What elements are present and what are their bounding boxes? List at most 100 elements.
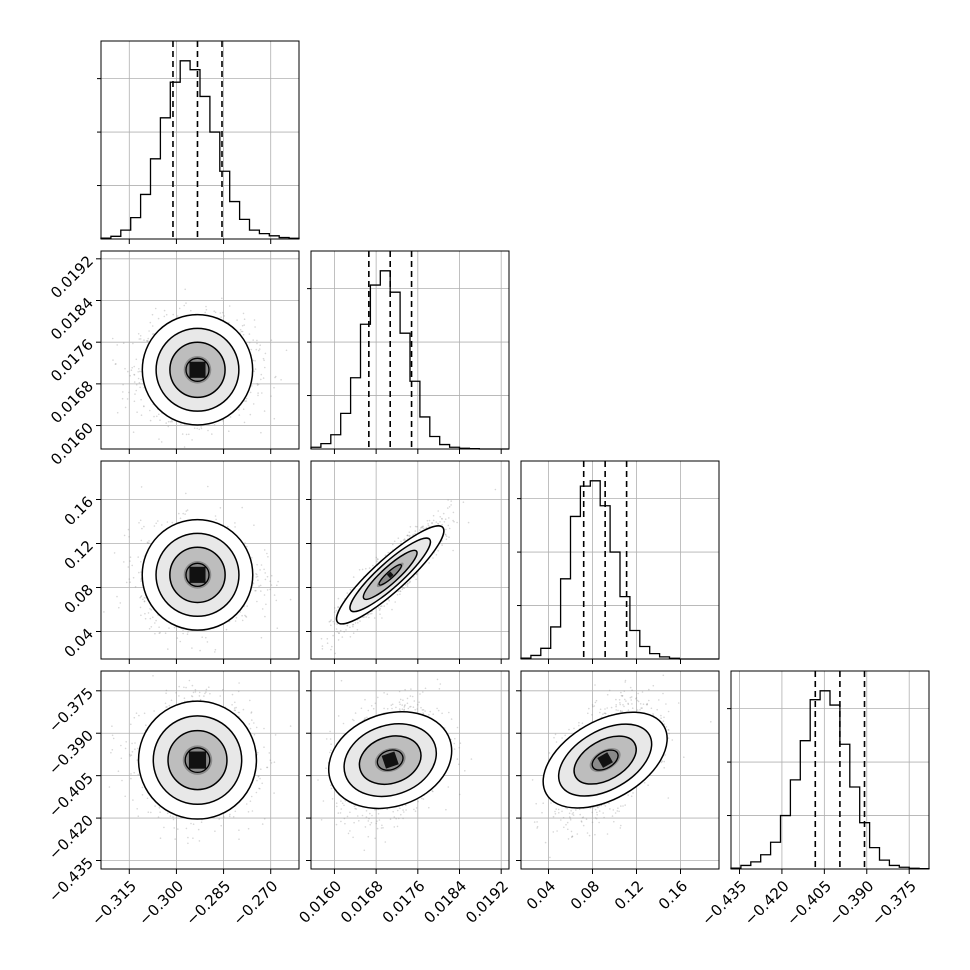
sample-point [132,576,135,579]
sample-point [450,504,452,506]
sample-point [119,602,122,604]
density-contours [141,313,254,426]
sample-point [221,297,223,300]
sample-point [167,420,170,423]
sample-point [144,617,147,620]
sample-point [140,580,142,582]
sample-point [352,625,354,628]
sample-point [148,540,150,542]
sample-point [241,619,244,622]
sample-point [133,374,136,376]
sample-point [361,568,364,571]
sample-point [137,815,140,817]
scatter-panel-3-0: −0.315−0.300−0.285−0.270−0.435−0.420−0.4… [45,670,300,929]
sample-point [244,400,246,402]
sample-point [336,623,338,625]
sample-point [185,510,188,512]
sample-point [401,588,404,591]
sample-point [274,375,277,378]
sample-point [137,556,139,558]
sample-point [139,519,142,522]
sample-point [280,379,282,381]
sample-point [365,567,367,570]
sample-point [158,626,160,628]
sample-point [356,628,359,631]
sample-point [137,371,139,373]
sample-point [136,411,138,414]
sample-point [214,311,217,314]
sample-point [191,684,194,687]
sample-point [241,324,244,327]
sample-point [452,549,454,552]
sample-point [150,609,153,611]
sample-point [428,519,431,522]
sample-point [242,708,245,711]
sample-point [139,606,142,609]
sample-point [386,603,388,605]
sample-point [171,521,174,524]
sample-point [258,348,261,350]
sample-point [225,628,228,631]
sample-point [494,488,497,491]
sample-point [369,613,372,615]
sample-point [153,415,155,418]
sample-point [332,634,334,637]
sample-point [128,578,131,580]
sample-point [228,321,230,324]
sample-point [337,606,339,608]
sample-point [252,359,255,362]
sample-point [218,818,220,820]
sample-point [201,636,203,638]
sample-point [114,363,117,365]
sample-point [151,325,154,327]
sample-point [452,511,455,514]
sample-point [142,598,144,601]
sample-point [121,397,124,400]
sample-point [273,386,275,389]
sample-point [111,337,114,340]
sample-point [146,340,149,342]
sample-point [234,522,236,524]
sample-point [394,601,397,603]
sample-point [445,535,448,538]
sample-point [330,624,332,627]
sample-point [179,640,182,643]
sample-point [266,589,269,591]
sample-point [150,626,153,628]
sample-point [182,512,184,515]
sample-point [131,366,133,369]
sample-point [262,377,265,379]
sample-point [185,492,187,495]
sample-point [143,339,145,341]
sample-point [448,517,450,519]
sample-point [443,521,446,523]
sample-point [254,360,256,362]
sample-point [135,358,138,361]
sample-point [155,522,157,525]
sample-point [154,622,156,624]
sample-point [442,512,445,515]
sample-point [387,551,390,554]
sample-point [178,307,181,310]
sample-point [235,616,238,619]
sample-point [247,827,250,830]
sample-point [159,811,161,813]
sample-point [133,365,135,368]
sample-point [204,311,206,314]
sample-point [245,400,248,402]
sample-point [140,486,143,488]
sample-point [256,575,259,578]
sample-point [242,408,245,411]
sample-point [346,592,349,594]
sample-point [260,373,263,376]
sample-point [134,586,137,588]
sample-point [138,522,140,524]
sample-point [441,517,443,520]
sample-point [124,406,127,409]
sample-point [448,527,451,530]
density-contours [141,518,254,631]
sample-point [245,397,248,400]
sample-point [178,512,180,515]
sample-point [261,782,264,785]
